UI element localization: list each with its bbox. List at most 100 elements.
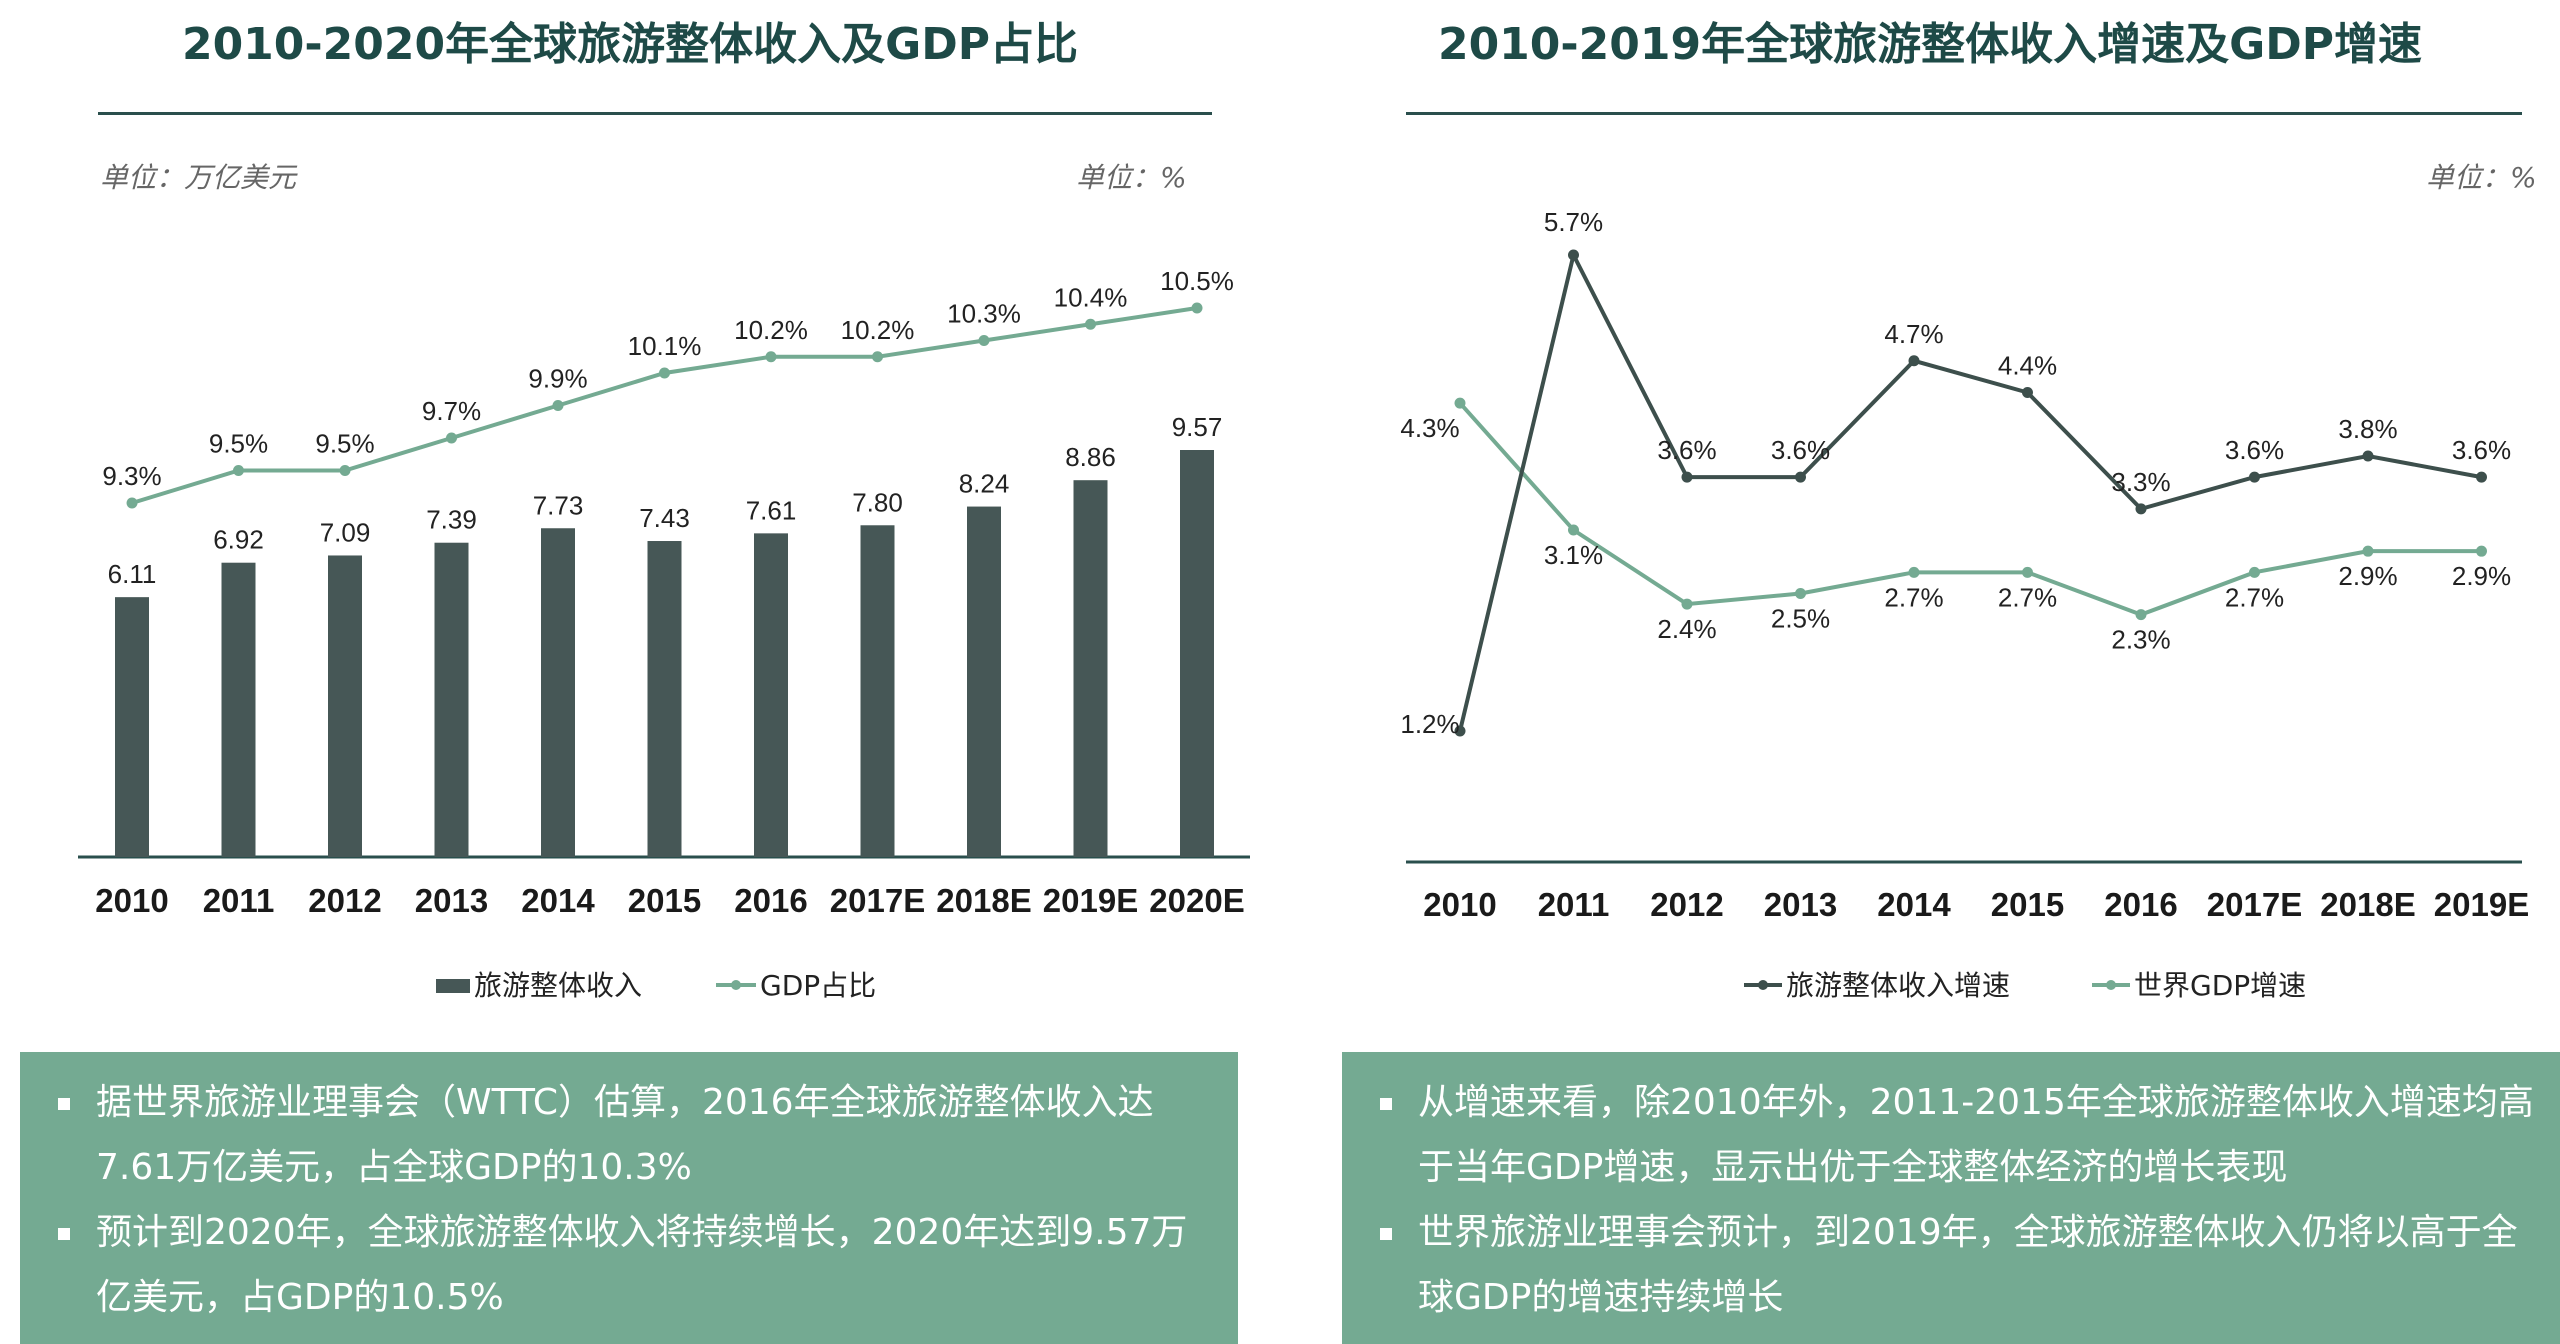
x-tick-label-2017E: 2017E <box>2207 886 2302 923</box>
point-gdp-growth-2019E <box>2476 545 2487 557</box>
point-tourism-growth-2016 <box>2135 503 2147 515</box>
legend-bar-label: 旅游整体收入 <box>474 969 642 1002</box>
point-label-gdp-share-2015: 10.1% <box>628 331 702 361</box>
point-tourism-growth-2019E <box>2476 471 2487 483</box>
point-label-tourism-growth-2019E: 3.6% <box>2452 435 2511 465</box>
left-bullet-2-text: 预计到2020年，全球旅游整体收入将持续增长，2020年达到9.57万亿美元，占… <box>96 1212 1188 1318</box>
bullet-square-icon <box>58 1228 70 1240</box>
right-unit-label: 单位：% <box>2426 161 2537 194</box>
point-gdp-share-2010 <box>126 497 138 509</box>
point-tourism-growth-2013 <box>1795 471 1806 483</box>
bar-value-label-2019E: 8.86 <box>1065 442 1116 472</box>
x-tick-label-2014: 2014 <box>1877 886 1951 923</box>
point-label-gdp-growth-2018E: 2.9% <box>2338 561 2397 591</box>
left-chart-title: 2010-2020年全球旅游整体收入及GDP占比 <box>181 19 1079 70</box>
point-tourism-growth-2017E <box>2249 471 2260 483</box>
bar-value-label-2013: 7.39 <box>426 505 477 535</box>
point-label-tourism-growth-2012: 3.6% <box>1657 435 1716 465</box>
point-gdp-growth-2012 <box>1681 598 1693 610</box>
bar-income-2017E <box>860 525 895 857</box>
point-label-tourism-growth-2018E: 3.8% <box>2338 414 2397 444</box>
point-tourism-growth-2015 <box>2022 387 2033 399</box>
point-label-tourism-growth-2016: 3.3% <box>2111 467 2170 497</box>
x-tick-label-2018E: 2018E <box>2320 886 2415 923</box>
point-label-tourism-growth-2017E: 3.6% <box>2225 435 2284 465</box>
left-chart-panel: 2010-2020年全球旅游整体收入及GDP占比 单位：万亿美元 单位：% 6.… <box>0 0 1260 1344</box>
point-label-tourism-growth-2013: 3.6% <box>1771 435 1830 465</box>
bar-income-2011 <box>221 562 256 857</box>
right-chart-svg: 2010 2011 2012 2013 2014 2015 2016 2017E 2018E 20… <box>1400 207 2529 1002</box>
legend-tourism-marker <box>1758 980 1768 990</box>
point-label-gdp-growth-2010: 4.3% <box>1400 413 1459 443</box>
point-label-gdp-growth-2011: 3.1% <box>1544 540 1603 570</box>
point-label-tourism-growth-2014: 4.7% <box>1884 319 1943 349</box>
legend-gdp-marker <box>2106 980 2116 990</box>
x-tick-label-2010: 2010 <box>95 882 168 919</box>
point-gdp-share-2016 <box>765 351 777 363</box>
point-label-gdp-growth-2012: 2.4% <box>1657 614 1716 644</box>
left-bullet-1-text: 据世界旅游业理事会（WTTC）估算，2016年全球旅游整体收入达7.61万亿美元… <box>96 1082 1154 1188</box>
right-chart-panel: 2010-2019年全球旅游整体收入增速及GDP增速 单位：% 2010 2011… <box>1300 0 2560 1344</box>
point-label-gdp-share-2018E: 10.3% <box>947 299 1021 329</box>
left-unit-percent-label: 单位：% <box>1076 161 1187 194</box>
point-label-gdp-share-2011: 9.5% <box>209 429 268 459</box>
legend-gdp-label: 世界GDP增速 <box>2134 969 2306 1002</box>
point-label-gdp-growth-2013: 2.5% <box>1771 603 1830 633</box>
right-bullet-2: 世界旅游业理事会预计，到2019年，全球旅游整体收入仍将以高于全球GDP的增速持… <box>1362 1200 2540 1330</box>
point-tourism-growth-2010 <box>1454 725 1466 737</box>
legend-tourism-label: 旅游整体收入增速 <box>1786 969 2010 1002</box>
point-label-gdp-share-2016: 10.2% <box>734 315 808 345</box>
x-tick-label-2012: 2012 <box>1650 886 1723 923</box>
bar-value-label-2016: 7.61 <box>746 495 797 525</box>
bar-income-2014 <box>541 528 575 857</box>
point-gdp-growth-2011 <box>1568 524 1579 536</box>
right-chart-title: 2010-2019年全球旅游整体收入增速及GDP增速 <box>1437 19 2423 70</box>
x-tick-label-2019E: 2019E <box>2434 886 2529 923</box>
point-gdp-share-2019E <box>1085 318 1096 330</box>
point-label-gdp-growth-2017E: 2.7% <box>2225 582 2284 612</box>
point-label-gdp-growth-2016: 2.3% <box>2111 625 2170 655</box>
x-tick-label-2015: 2015 <box>1991 886 2064 923</box>
bar-income-2013 <box>434 542 469 857</box>
point-tourism-growth-2018E <box>2362 450 2374 462</box>
right-title-rule <box>1406 112 2522 115</box>
bullet-square-icon <box>1380 1228 1392 1240</box>
point-label-gdp-growth-2014: 2.7% <box>1884 582 1943 612</box>
x-tick-label-2016: 2016 <box>734 882 807 919</box>
x-tick-label-2011: 2011 <box>1538 886 1610 923</box>
point-gdp-growth-2013 <box>1795 587 1806 599</box>
point-gdp-share-2014 <box>552 400 564 411</box>
point-tourism-growth-2011 <box>1568 249 1579 261</box>
point-label-gdp-share-2020E: 10.5% <box>1160 266 1234 296</box>
left-title-rule <box>98 112 1212 115</box>
point-gdp-growth-2010 <box>1454 397 1466 409</box>
right-info-box: 从增速来看，除2010年外，2011-2015年全球旅游整体收入增速均高于当年G… <box>1342 1052 2560 1344</box>
bar-income-2015 <box>647 541 682 857</box>
point-gdp-share-2020E <box>1191 302 1203 314</box>
legend-bar-swatch <box>436 979 470 993</box>
point-label-gdp-share-2014: 9.9% <box>528 364 587 394</box>
line-tourism-income-growth <box>1458 249 2482 732</box>
point-label-gdp-share-2019E: 10.4% <box>1054 282 1128 312</box>
x-tick-label-2014: 2014 <box>521 882 595 919</box>
point-gdp-share-2011 <box>233 465 244 476</box>
point-gdp-share-2012 <box>339 465 351 476</box>
point-gdp-share-2015 <box>659 367 670 379</box>
bar-value-label-2010: 6.11 <box>108 559 157 589</box>
point-gdp-share-2017E <box>872 351 883 363</box>
bullet-square-icon <box>58 1098 70 1110</box>
point-gdp-growth-2015 <box>2022 566 2033 578</box>
point-label-gdp-share-2017E: 10.2% <box>841 315 915 345</box>
x-tick-label-2010: 2010 <box>1423 886 1496 923</box>
point-label-tourism-growth-2011: 5.7% <box>1544 207 1603 237</box>
bar-income-2020E <box>1180 450 1214 857</box>
bar-value-label-2015: 7.43 <box>639 503 690 533</box>
x-tick-label-2011: 2011 <box>203 882 275 919</box>
point-label-gdp-share-2010: 9.3% <box>102 461 161 491</box>
bar-value-label-2018E: 8.24 <box>959 469 1010 499</box>
point-gdp-growth-2017E <box>2249 566 2260 578</box>
x-tick-label-2012: 2012 <box>308 882 381 919</box>
x-tick-label-2019E: 2019E <box>1043 882 1138 919</box>
bullet-square-icon <box>1380 1098 1392 1110</box>
bar-income-2018E <box>967 506 1001 857</box>
